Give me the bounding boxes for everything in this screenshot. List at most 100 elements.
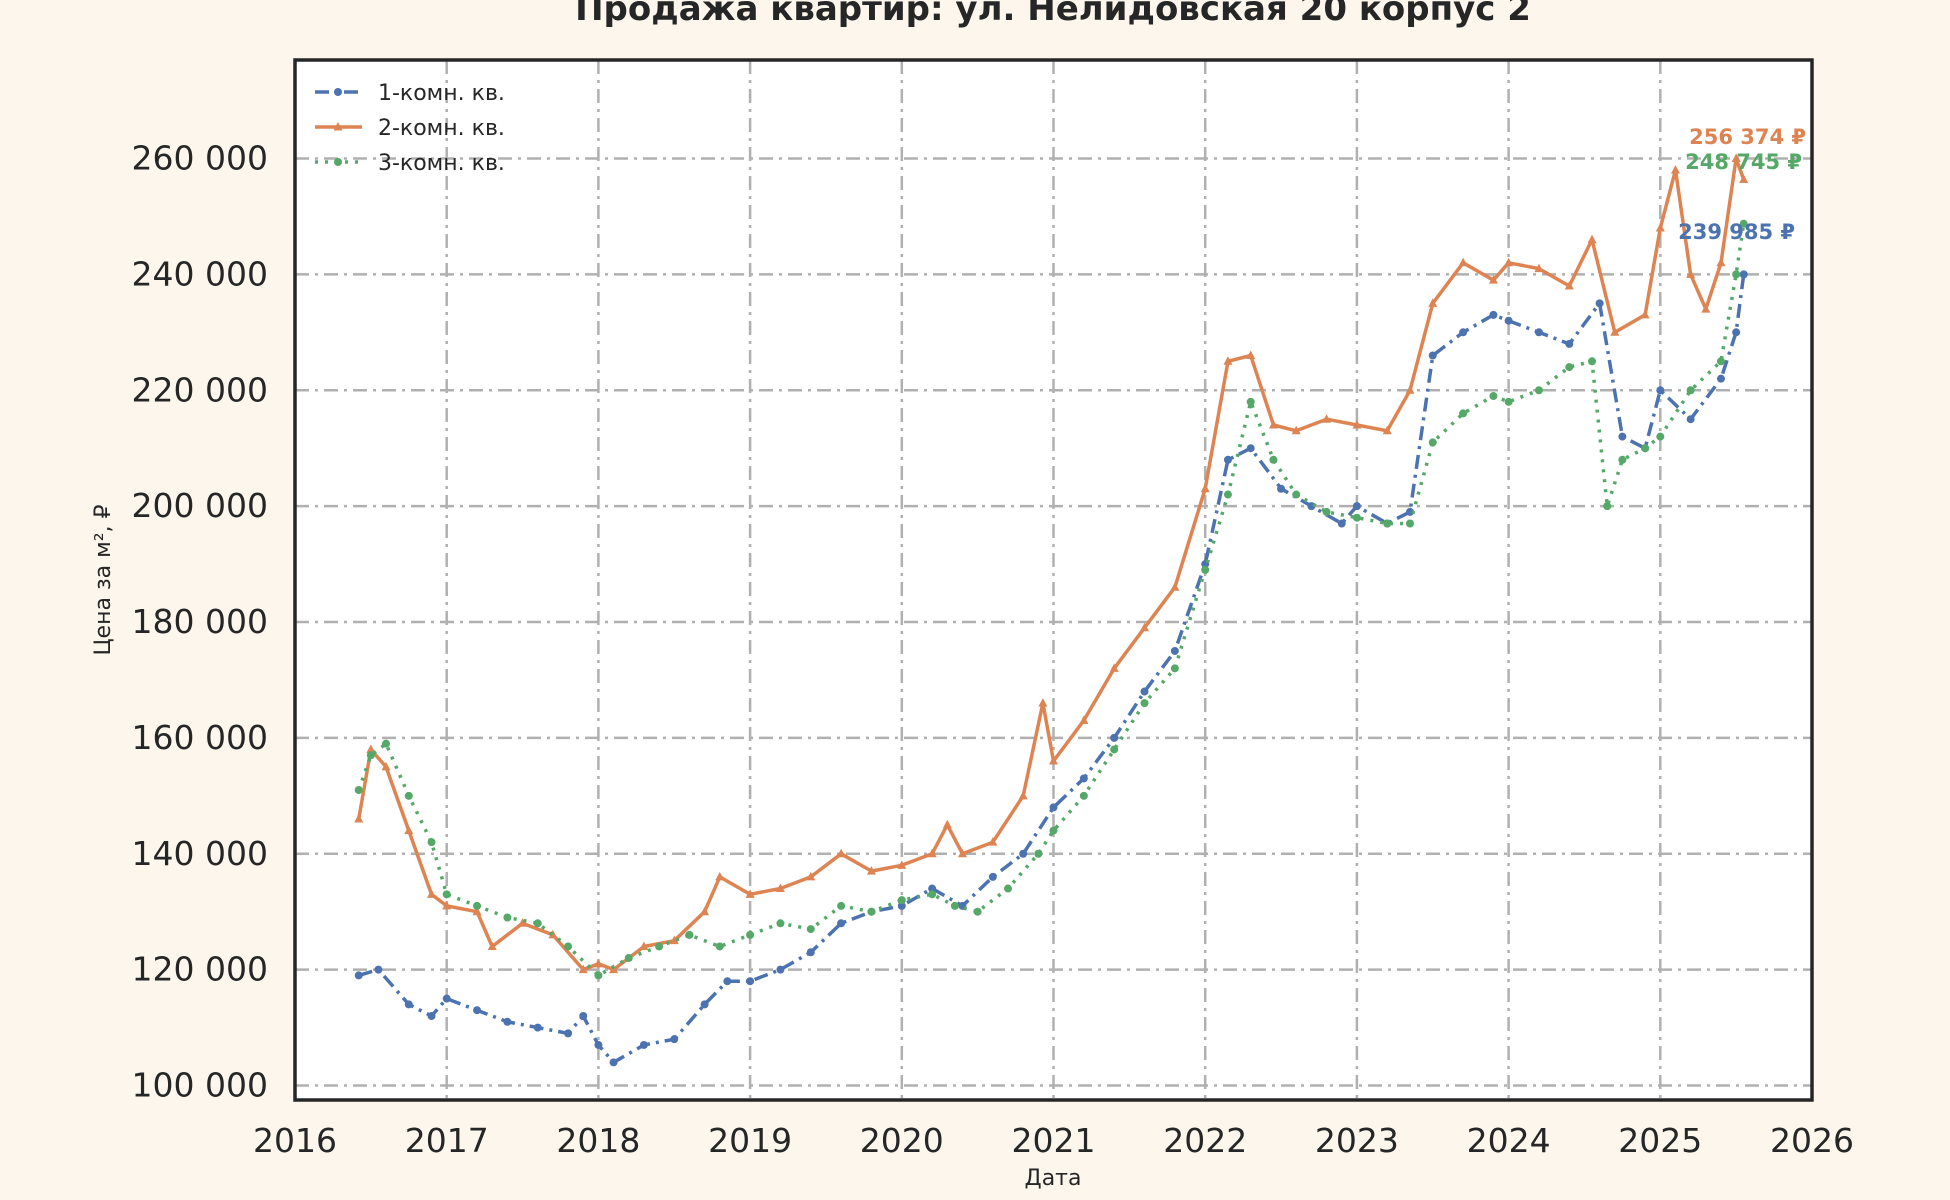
data-point (594, 1040, 603, 1049)
data-point (354, 786, 363, 795)
data-point (1587, 234, 1597, 244)
data-point (1739, 174, 1749, 184)
data-point (1488, 275, 1498, 284)
data-point (1405, 385, 1415, 394)
data-point (1291, 425, 1301, 435)
data-point (836, 848, 846, 858)
x-tick-label: 2017 (405, 1121, 489, 1160)
data-point (746, 977, 755, 986)
x-tick-label: 2025 (1618, 1121, 1702, 1160)
data-point (806, 948, 815, 957)
data-point (473, 1006, 482, 1015)
data-point (1564, 280, 1574, 290)
data-point (487, 941, 497, 950)
data-point (354, 971, 363, 980)
data-point (1079, 791, 1088, 800)
data-point (564, 1029, 573, 1038)
data-point (442, 994, 451, 1003)
data-point (1459, 409, 1468, 418)
data-point (1428, 298, 1438, 307)
y-tick-label: 180 000 (132, 602, 268, 641)
plot-area (295, 60, 1812, 1100)
data-point (1686, 415, 1695, 424)
data-point (1489, 310, 1498, 319)
data-point (1034, 849, 1043, 858)
data-point (1352, 513, 1361, 522)
data-point (806, 871, 816, 881)
y-tick-label: 140 000 (132, 834, 268, 873)
data-point (381, 761, 391, 771)
data-point (685, 930, 694, 939)
data-point (404, 825, 414, 835)
data-point (776, 965, 785, 974)
data-point (1739, 219, 1748, 228)
data-point (1223, 455, 1232, 464)
data-point (1686, 386, 1695, 395)
grid-lines (293, 60, 1814, 1100)
data-point (579, 1011, 588, 1020)
y-tick-label: 200 000 (132, 486, 268, 525)
x-axis-ticks: 2016 2017 2018 2019 2020 2021 2022 2023 2024 2025… (253, 1121, 1854, 1160)
x-tick-label: 2016 (253, 1121, 337, 1160)
data-point (1686, 269, 1696, 278)
data-point (594, 971, 603, 980)
data-point (1732, 270, 1741, 279)
data-point (404, 791, 413, 800)
data-point (1603, 502, 1612, 511)
data-point (518, 918, 528, 927)
data-point (1701, 304, 1711, 313)
data-point (1656, 432, 1665, 441)
end-value-label: 239 985 ₽ (1678, 220, 1795, 244)
data-point (1079, 715, 1089, 725)
data-point (1019, 849, 1028, 858)
data-point (503, 913, 512, 922)
data-point (639, 941, 649, 950)
data-point (1428, 351, 1437, 360)
data-point (1565, 339, 1574, 348)
data-point (715, 871, 725, 881)
data-point (1428, 438, 1437, 447)
data-point (746, 930, 755, 939)
data-point (473, 901, 482, 910)
y-tick-label: 220 000 (132, 370, 268, 409)
data-point (1170, 664, 1179, 673)
data-point (366, 744, 376, 753)
data-point (427, 838, 436, 847)
data-point (442, 890, 451, 899)
data-point (1277, 484, 1286, 493)
data-point (1458, 257, 1468, 267)
x-tick-label: 2023 (1315, 1121, 1399, 1160)
data-point (1038, 698, 1048, 707)
data-point (973, 907, 982, 916)
data-point (472, 906, 482, 916)
legend-item: 1-комн. кв. (315, 81, 505, 106)
data-point (1618, 455, 1627, 464)
series-layer (354, 153, 1749, 1067)
data-point (548, 929, 558, 939)
data-point (806, 925, 815, 934)
x-tick-label: 2019 (708, 1121, 792, 1160)
data-point (988, 872, 997, 881)
data-point (897, 860, 907, 869)
data-point (1201, 565, 1210, 574)
data-point (837, 919, 846, 928)
data-point (1739, 270, 1748, 279)
data-point (1140, 699, 1149, 708)
data-point (1079, 774, 1088, 783)
legend-marker (333, 122, 343, 131)
data-point (1269, 455, 1278, 464)
data-point (897, 896, 906, 905)
data-point (1110, 745, 1119, 754)
data-point (1049, 826, 1058, 835)
data-point (1504, 316, 1513, 325)
data-point (624, 954, 633, 963)
data-point (1322, 507, 1331, 516)
data-point (382, 739, 391, 748)
data-point (1140, 622, 1150, 632)
data-point (669, 935, 679, 945)
data-point (609, 1058, 618, 1067)
data-point (950, 901, 959, 910)
data-point (639, 1040, 648, 1049)
end-labels: 239 985 ₽ 256 374 ₽248 745 ₽ (1678, 125, 1806, 244)
